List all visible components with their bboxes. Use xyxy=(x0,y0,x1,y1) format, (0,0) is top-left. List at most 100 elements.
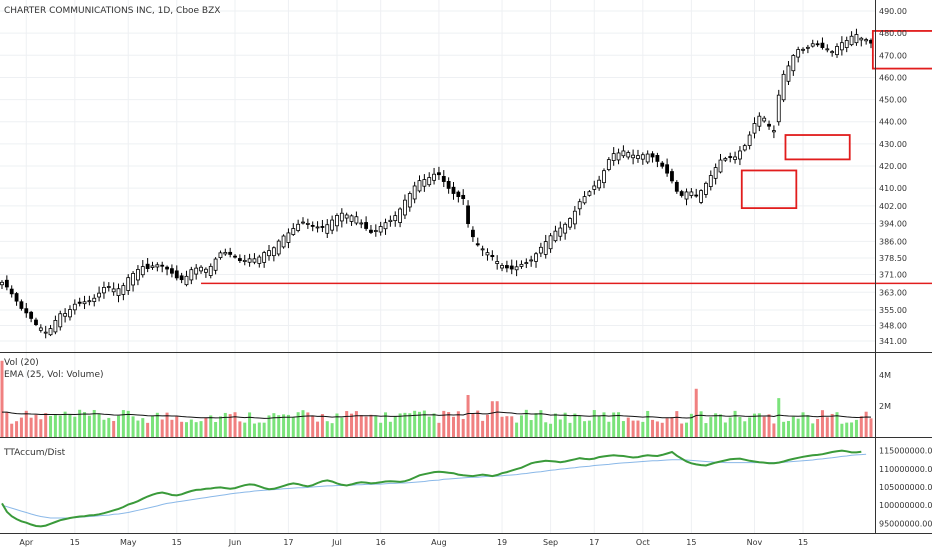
candle-up xyxy=(383,222,388,230)
candle-up xyxy=(398,208,402,223)
time-tick-label: Aug xyxy=(431,538,447,547)
volume-bar-down xyxy=(762,416,766,437)
candle-down xyxy=(660,162,665,167)
volume-bar-up xyxy=(199,421,203,437)
volume-bar-up xyxy=(218,416,222,437)
price-tick-label: 470.00 xyxy=(879,51,907,60)
volume-bar-up xyxy=(155,412,159,437)
volume-bar-up xyxy=(524,409,528,437)
candle-up xyxy=(781,73,786,101)
candle-up xyxy=(577,201,582,210)
volume-bar-down xyxy=(680,423,684,437)
candle-up xyxy=(155,264,160,268)
volume-bar-up xyxy=(568,422,572,437)
candle-down xyxy=(694,194,699,197)
volume-bar-up xyxy=(131,416,135,437)
price-tick-label: 341.00 xyxy=(879,337,907,346)
price-tick-label: 378.50 xyxy=(879,254,907,263)
volume-bar-up xyxy=(602,412,606,437)
candle-down xyxy=(679,191,684,196)
candle-up xyxy=(529,259,534,262)
candle-up xyxy=(568,218,572,228)
price-tick-label: 394.00 xyxy=(879,220,907,229)
volume-bar-up xyxy=(413,410,417,437)
candle-up xyxy=(330,219,335,231)
candle-up xyxy=(786,65,791,82)
candle-up xyxy=(791,55,796,72)
volume-bar-down xyxy=(112,420,116,437)
candle-down xyxy=(674,181,679,192)
volume-bar-down xyxy=(10,423,14,437)
candle-down xyxy=(490,254,495,258)
candle-up xyxy=(131,273,135,286)
candle-up xyxy=(136,269,140,281)
volume-bar-down xyxy=(461,418,465,437)
candle-up xyxy=(140,266,145,276)
volume-bar-up xyxy=(529,420,533,437)
volume-bar-up xyxy=(189,419,193,437)
volume-bar-up xyxy=(58,415,62,437)
candle-up xyxy=(121,285,126,295)
volume-bar-up xyxy=(573,413,577,437)
candle-up xyxy=(213,258,218,271)
volume-bar-up xyxy=(340,417,344,437)
candle-up xyxy=(393,215,398,222)
volume-bar-up xyxy=(97,413,101,437)
volume-bar-up xyxy=(587,420,591,437)
volume-bar-up xyxy=(83,412,87,437)
volume-bar-up xyxy=(845,422,849,437)
candle-up xyxy=(602,170,606,184)
candle-up xyxy=(713,167,718,179)
candle-up xyxy=(359,222,364,225)
volume-bar-up xyxy=(136,420,140,437)
candle-up xyxy=(203,268,208,273)
candle-down xyxy=(160,264,165,267)
candle-up xyxy=(839,42,844,51)
price-tick-label: 450.00 xyxy=(879,96,907,105)
candle-up xyxy=(796,49,801,58)
accum-tick-label: 105000000.00 xyxy=(879,483,932,492)
volume-bar-down xyxy=(39,419,43,437)
candle-up xyxy=(699,190,703,203)
accum-tick-label: 100000000.00 xyxy=(879,501,932,510)
volume-bar-down xyxy=(456,411,460,437)
volume-bar-down xyxy=(15,421,19,437)
time-tick-label: Jul xyxy=(331,538,342,547)
volume-bar-up xyxy=(597,415,601,437)
candle-up xyxy=(553,230,558,242)
volume-bar-up xyxy=(685,422,689,437)
volume-bar-up xyxy=(515,422,519,437)
candle-up xyxy=(87,300,92,303)
volume-bar-up xyxy=(335,413,339,437)
consolidation-box xyxy=(784,134,851,161)
candle-up xyxy=(223,252,228,255)
candle-down xyxy=(77,301,82,304)
candle-up xyxy=(480,248,485,251)
time-tick-label: May xyxy=(120,538,137,547)
volume-bar-up xyxy=(102,419,106,437)
volume-bar-up xyxy=(748,417,752,437)
volume-bar-down xyxy=(655,421,659,437)
volume-bar-up xyxy=(63,411,67,437)
volume-bar-up xyxy=(248,412,252,437)
candle-up xyxy=(150,265,155,268)
volume-bar-up xyxy=(184,422,188,437)
volume-bar-down xyxy=(447,412,451,437)
candle-up xyxy=(252,258,257,263)
candle-down xyxy=(24,308,29,314)
volume-bar-up xyxy=(53,414,57,437)
volume-bar-up xyxy=(733,410,737,437)
candle-up xyxy=(810,43,815,47)
volume-bar-up xyxy=(777,398,781,437)
volume-layer xyxy=(0,360,873,437)
volume-bar-down xyxy=(19,417,23,437)
candle-up xyxy=(189,269,194,281)
volume-bar-down xyxy=(316,421,320,437)
time-tick-label: 17 xyxy=(589,538,599,547)
candle-up xyxy=(500,265,504,269)
candle-up xyxy=(82,301,87,305)
candle-down xyxy=(466,205,470,225)
volume-bar-down xyxy=(825,417,829,437)
volume-bar-up xyxy=(243,422,247,437)
time-tick-label: 15 xyxy=(70,538,80,547)
